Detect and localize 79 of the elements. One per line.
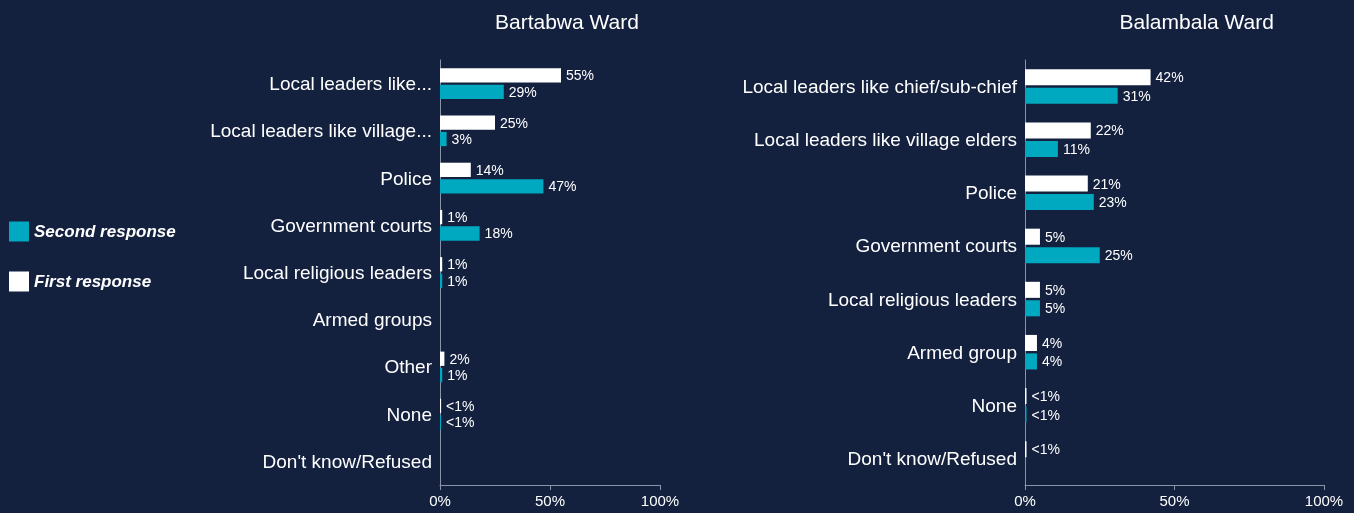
y-tick-label: Police [965,182,1017,204]
x-tick-label: 0% [429,492,451,509]
y-tick-label: Local leaders like village... [210,120,432,142]
bar [1025,122,1091,139]
data-label: 14% [475,161,504,178]
data-label: 1% [447,272,468,289]
bar [1025,228,1040,245]
y-tick-label: Other [384,356,433,378]
data-label: 42% [1155,69,1184,86]
x-tick-label: 0% [1014,492,1036,509]
legend-label: Second response [34,222,176,241]
data-label: 25% [1104,247,1133,264]
y-tick-label: Police [380,167,432,189]
data-label: 2% [449,350,470,367]
data-label: 3% [451,131,472,148]
y-tick-label: Don't know/Refused [847,447,1017,469]
y-tick-label: Local religious leaders [242,262,432,283]
bar [1025,281,1040,298]
bar [1025,300,1040,317]
data-label: <1% [1031,406,1060,423]
bar [1025,87,1118,104]
bar [440,131,447,147]
data-label: 23% [1098,194,1127,211]
data-label: 25% [500,114,529,131]
chart-title: Bartabwa Ward [495,10,639,33]
data-label: 5% [1044,281,1066,298]
bar [440,273,443,288]
data-label: <1% [446,414,475,431]
bar [1025,194,1094,211]
x-tick-label: 100% [640,492,680,509]
y-tick-label: Armed group [907,341,1017,363]
data-label: 4% [1041,334,1063,351]
y-tick-label: Government courts [855,235,1017,257]
x-tick-label: 100% [1304,492,1344,509]
data-label: 55% [566,67,595,84]
bar [440,226,480,241]
data-label: 4% [1041,353,1063,370]
data-label: <1% [446,397,475,414]
bar [440,368,443,383]
bar [440,179,544,194]
data-label: 47% [548,178,577,195]
y-tick-label: None [971,394,1017,416]
x-tick-label: 50% [534,492,566,509]
bar [1025,334,1037,351]
data-label: 1% [447,367,468,384]
y-tick-label: Local religious leaders [827,288,1017,310]
data-label: <1% [1031,441,1060,458]
data-label: 1% [447,256,468,273]
data-label: 11% [1062,140,1090,157]
bar [440,115,495,130]
legend-label: First response [34,272,152,291]
data-label: 1% [447,209,468,226]
data-label: 31% [1122,87,1151,104]
bar [440,68,561,83]
data-label: 29% [508,83,537,100]
data-label: <1% [1031,388,1060,405]
data-label: 5% [1044,228,1066,245]
y-tick-label: Local leaders like... [269,73,432,95]
bar [1025,175,1088,192]
y-tick-label: None [386,403,432,425]
x-tick-label: 50% [1159,492,1190,509]
bar [1025,353,1037,370]
y-tick-label: Armed groups [312,309,432,331]
bar [440,209,443,225]
y-tick-label: Don't know/Refused [262,450,432,472]
chart-title: Balambala Ward [1119,10,1274,33]
y-tick-label: Government courts [270,214,432,236]
data-label: 21% [1092,175,1121,192]
bar [1025,140,1058,157]
bar [440,84,504,99]
y-tick-label: Local leaders like village elders [754,129,1017,151]
y-tick-label: Local leaders like chief/sub-chief [742,76,1018,98]
data-label: 5% [1044,300,1066,317]
data-label: 18% [484,225,513,242]
bar [1025,247,1100,264]
bar [440,162,471,177]
data-label: 22% [1095,122,1124,139]
bar [1025,69,1151,86]
bar [440,257,443,272]
